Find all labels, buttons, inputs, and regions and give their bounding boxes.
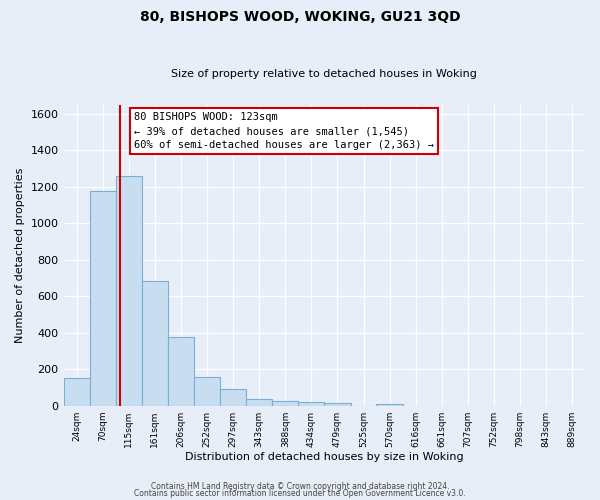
Bar — [298, 402, 324, 406]
Text: Contains public sector information licensed under the Open Government Licence v3: Contains public sector information licen… — [134, 489, 466, 498]
Bar — [64, 378, 90, 406]
Title: Size of property relative to detached houses in Woking: Size of property relative to detached ho… — [172, 69, 477, 79]
Text: 80 BISHOPS WOOD: 123sqm
← 39% of detached houses are smaller (1,545)
60% of semi: 80 BISHOPS WOOD: 123sqm ← 39% of detache… — [134, 112, 434, 150]
Bar — [194, 376, 220, 406]
Bar — [376, 404, 403, 406]
Text: Contains HM Land Registry data © Crown copyright and database right 2024.: Contains HM Land Registry data © Crown c… — [151, 482, 449, 491]
Bar — [142, 281, 168, 406]
Text: 80, BISHOPS WOOD, WOKING, GU21 3QD: 80, BISHOPS WOOD, WOKING, GU21 3QD — [140, 10, 460, 24]
Bar — [272, 401, 298, 406]
Bar — [247, 399, 272, 406]
Bar — [324, 403, 350, 406]
Bar — [220, 390, 247, 406]
Y-axis label: Number of detached properties: Number of detached properties — [15, 168, 25, 343]
X-axis label: Distribution of detached houses by size in Woking: Distribution of detached houses by size … — [185, 452, 464, 462]
Bar — [90, 192, 116, 406]
Bar — [168, 338, 194, 406]
Bar — [116, 176, 142, 406]
